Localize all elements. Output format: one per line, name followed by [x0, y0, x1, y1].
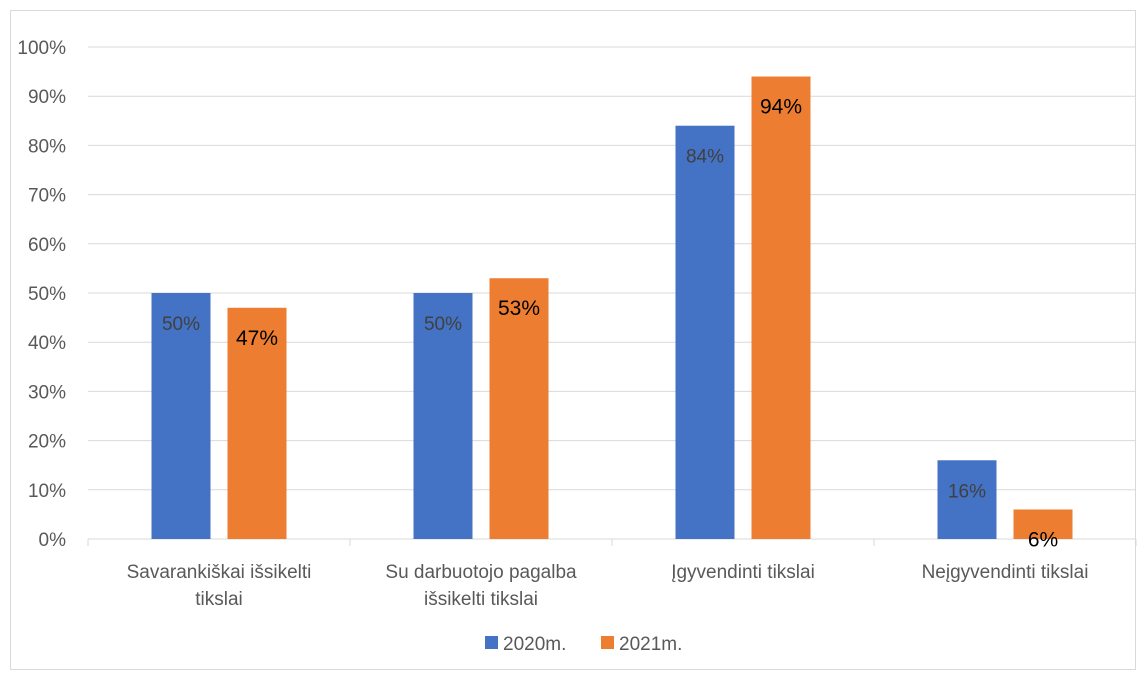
data-label: 84% — [686, 147, 724, 168]
legend-swatch — [485, 636, 498, 649]
x-category-label: išsikelti tikslai — [424, 589, 538, 610]
bar — [1013, 509, 1073, 539]
data-label: 47% — [236, 327, 278, 350]
data-label: 16% — [948, 481, 986, 502]
bar — [413, 293, 473, 539]
data-label: 53% — [498, 297, 540, 320]
x-axis-categories: Savarankiškai išsikelti tikslai Su darbuot… — [127, 562, 1089, 610]
bar — [937, 460, 997, 539]
legend-label: 2021m. — [619, 634, 682, 655]
y-tick-label: 100% — [17, 38, 66, 59]
data-label: 6% — [1028, 528, 1058, 551]
legend-label: 2020m. — [503, 634, 566, 655]
x-category-label: Neįgyvendinti tikslai — [922, 562, 1089, 583]
chart-frame — [10, 10, 1136, 670]
y-tick-label: 90% — [28, 87, 66, 108]
data-label: 50% — [424, 314, 462, 335]
x-category-label: Savarankiškai išsikelti — [127, 562, 312, 583]
x-category-label: Su darbuotojo pagalba — [385, 562, 577, 583]
bar — [227, 307, 287, 539]
y-tick-label: 40% — [28, 333, 66, 354]
y-tick-label: 50% — [28, 284, 66, 305]
y-tick-label: 0% — [39, 530, 67, 551]
y-axis-ticks: 0% 10% 20% 30% 40% 50% 60% 70% 80% 90% 100% — [17, 38, 66, 551]
data-labels: 50% 47% 50% 53% 84% 94% 16% 6% — [162, 96, 1058, 552]
y-tick-label: 80% — [28, 136, 66, 157]
x-category-label: Įgyvendinti tikslai — [671, 562, 815, 583]
legend: 2020m. 2021m. — [485, 634, 682, 655]
bar — [151, 293, 211, 539]
y-tick-label: 30% — [28, 382, 66, 403]
x-category-label: tikslai — [195, 589, 243, 610]
data-label: 94% — [760, 96, 802, 119]
bar — [489, 278, 549, 539]
y-tick-label: 10% — [28, 481, 66, 502]
y-tick-label: 60% — [28, 235, 66, 256]
legend-swatch — [601, 636, 614, 649]
bars — [151, 76, 1073, 540]
bar — [751, 76, 811, 540]
y-tick-label: 70% — [28, 186, 66, 207]
data-label: 50% — [162, 314, 200, 335]
y-tick-label: 20% — [28, 432, 66, 453]
bar — [675, 125, 735, 539]
